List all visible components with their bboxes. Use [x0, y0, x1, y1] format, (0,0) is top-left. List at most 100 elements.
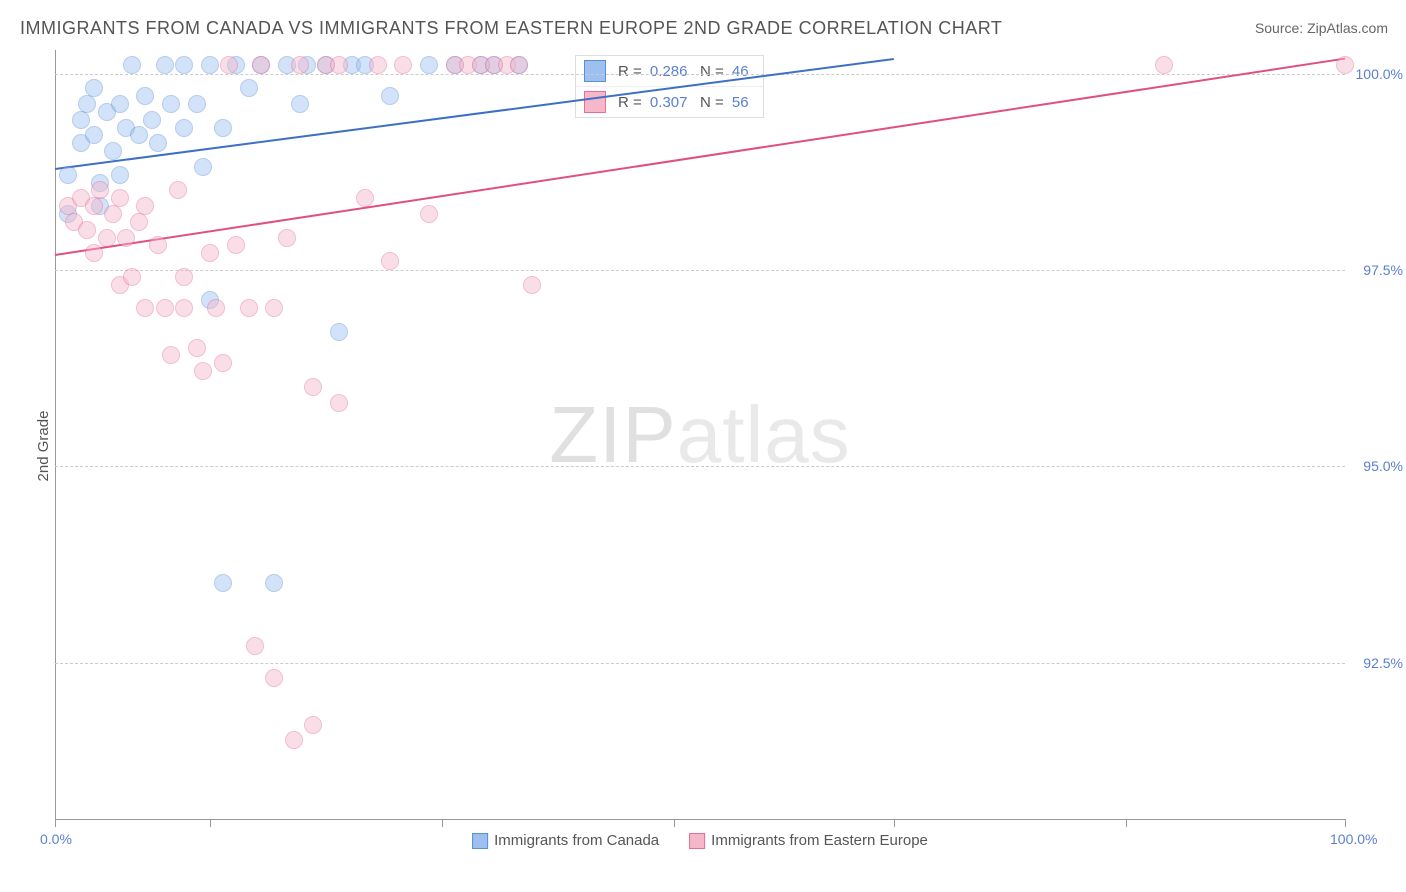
data-point — [91, 181, 109, 199]
data-point — [356, 189, 374, 207]
data-point — [169, 181, 187, 199]
data-point — [143, 111, 161, 129]
data-point — [162, 95, 180, 113]
data-point — [394, 56, 412, 74]
data-point — [278, 229, 296, 247]
data-point — [136, 87, 154, 105]
data-point — [136, 299, 154, 317]
data-point — [175, 56, 193, 74]
data-point — [117, 229, 135, 247]
x-tick — [55, 819, 56, 827]
watermark-light: atlas — [677, 390, 851, 479]
scatter-plot-area: ZIPatlas R = 0.286 N = 46R = 0.307 N = 5… — [55, 50, 1345, 820]
gridline-h — [55, 466, 1345, 467]
data-point — [227, 236, 245, 254]
legend-stat-row: R = 0.307 N = 56 — [576, 87, 763, 117]
data-point — [188, 339, 206, 357]
data-point — [188, 95, 206, 113]
source-credit: Source: ZipAtlas.com — [1255, 20, 1388, 36]
legend-series-item: Immigrants from Eastern Europe — [689, 832, 928, 849]
data-point — [98, 229, 116, 247]
regression-line — [55, 58, 894, 170]
data-point — [85, 126, 103, 144]
data-point — [291, 95, 309, 113]
data-point — [285, 731, 303, 749]
legend-stat-row: R = 0.286 N = 46 — [576, 56, 763, 87]
x-tick-label: 100.0% — [1330, 831, 1377, 847]
legend-swatch — [584, 91, 606, 113]
data-point — [420, 56, 438, 74]
data-point — [130, 213, 148, 231]
y-axis-line — [55, 50, 56, 819]
data-point — [175, 268, 193, 286]
data-point — [246, 637, 264, 655]
data-point — [104, 205, 122, 223]
data-point — [265, 574, 283, 592]
x-tick — [1126, 819, 1127, 827]
data-point — [1155, 56, 1173, 74]
x-tick — [442, 819, 443, 827]
data-point — [175, 119, 193, 137]
data-point — [201, 56, 219, 74]
y-tick-label: 92.5% — [1363, 655, 1403, 671]
data-point — [136, 197, 154, 215]
legend-swatch — [584, 60, 606, 82]
data-point — [175, 299, 193, 317]
data-point — [240, 79, 258, 97]
x-tick-label: 0.0% — [40, 831, 72, 847]
data-point — [510, 56, 528, 74]
data-point — [123, 268, 141, 286]
data-point — [194, 158, 212, 176]
legend-stat-text: R = 0.286 N = 46 — [614, 57, 763, 86]
data-point — [130, 126, 148, 144]
data-point — [72, 111, 90, 129]
data-point — [1336, 56, 1354, 74]
data-point — [330, 394, 348, 412]
x-tick — [674, 819, 675, 827]
y-tick-label: 95.0% — [1363, 458, 1403, 474]
data-point — [149, 236, 167, 254]
data-point — [265, 299, 283, 317]
data-point — [214, 354, 232, 372]
x-tick — [210, 819, 211, 827]
legend-swatch — [472, 833, 488, 849]
data-point — [59, 166, 77, 184]
data-point — [330, 323, 348, 341]
gridline-h — [55, 74, 1345, 75]
data-point — [111, 95, 129, 113]
data-point — [111, 189, 129, 207]
data-point — [291, 56, 309, 74]
chart-title: IMMIGRANTS FROM CANADA VS IMMIGRANTS FRO… — [20, 18, 1002, 39]
data-point — [156, 56, 174, 74]
data-point — [111, 166, 129, 184]
data-point — [240, 299, 258, 317]
gridline-h — [55, 663, 1345, 664]
series-legend: Immigrants from Canada Immigrants from Ea… — [472, 832, 928, 849]
data-point — [252, 56, 270, 74]
data-point — [265, 669, 283, 687]
y-tick-label: 100.0% — [1356, 66, 1403, 82]
data-point — [104, 142, 122, 160]
data-point — [78, 221, 96, 239]
data-point — [214, 119, 232, 137]
legend-swatch — [689, 833, 705, 849]
data-point — [194, 362, 212, 380]
x-tick — [894, 819, 895, 827]
data-point — [149, 134, 167, 152]
data-point — [85, 79, 103, 97]
data-point — [85, 197, 103, 215]
data-point — [123, 56, 141, 74]
data-point — [330, 56, 348, 74]
data-point — [220, 56, 238, 74]
data-point — [78, 95, 96, 113]
data-point — [214, 574, 232, 592]
data-point — [420, 205, 438, 223]
data-point — [381, 87, 399, 105]
data-point — [201, 244, 219, 262]
y-axis-label: 2nd Grade — [35, 411, 52, 482]
data-point — [523, 276, 541, 294]
legend-series-item: Immigrants from Canada — [472, 832, 659, 849]
data-point — [304, 716, 322, 734]
data-point — [156, 299, 174, 317]
x-tick — [1345, 819, 1346, 827]
